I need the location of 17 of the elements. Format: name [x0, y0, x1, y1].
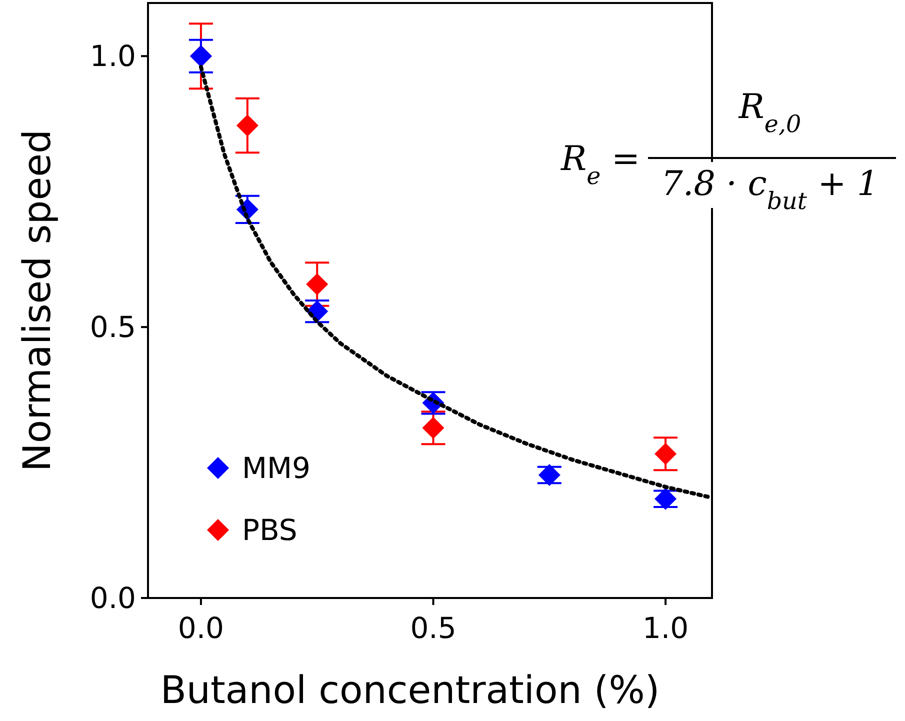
- point: [422, 416, 444, 439]
- point: [306, 273, 328, 296]
- point: [236, 114, 258, 136]
- x-tick-label: 0.5: [410, 611, 456, 645]
- point: [654, 442, 677, 465]
- legend-label: PBS: [242, 513, 298, 547]
- annotation: R$_{e}$ =: [560, 139, 640, 190]
- x-axis-title: Butanol concentration (%): [160, 668, 660, 712]
- text: R$_{e,0}$: [738, 87, 802, 138]
- y-tick-label: 1.0: [90, 39, 136, 74]
- x-tick-label: 0.0: [178, 611, 224, 645]
- x-tick-label: 1.0: [642, 611, 689, 645]
- annotation: 7.8 · c$_{but}$ + 1: [661, 164, 879, 215]
- y-tick-label: 0.5: [90, 310, 136, 344]
- y-tick-label: 0.0: [90, 581, 136, 615]
- legend-label: MM9: [242, 451, 310, 485]
- y-axis-title: Normalised speed: [15, 129, 59, 472]
